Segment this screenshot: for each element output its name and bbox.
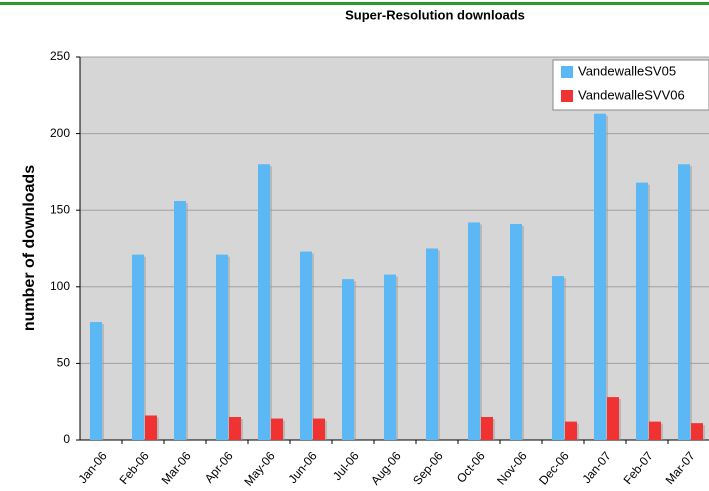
bar: [313, 418, 325, 440]
legend-swatch: [561, 90, 573, 102]
bar: [691, 423, 703, 440]
y-tick-label: 200: [50, 126, 70, 140]
bar: [132, 254, 144, 440]
chart-title: Super-Resolution downloads: [345, 7, 525, 22]
x-tick-label: Jan-07: [579, 449, 614, 486]
x-tick-label: Mar-07: [663, 449, 698, 487]
bar: [384, 274, 396, 440]
x-tick-label: Aug-06: [368, 449, 404, 488]
x-tick-label: Feb-07: [621, 449, 656, 487]
x-tick-label: Apr-06: [202, 449, 236, 486]
bar: [342, 279, 354, 440]
legend-label: VandewalleSVV06: [578, 87, 685, 102]
bar: [426, 248, 438, 440]
bar: [636, 182, 648, 440]
legend-swatch: [561, 66, 573, 78]
y-tick-label: 250: [50, 49, 70, 63]
legend-label: VandewalleSV05: [578, 63, 676, 78]
y-tick-label: 100: [50, 279, 70, 293]
bar: [594, 113, 606, 441]
bar: [258, 164, 270, 441]
x-tick-label: Nov-06: [494, 449, 530, 488]
x-tick-label: Jun-06: [285, 449, 320, 486]
bar: [271, 418, 283, 440]
y-tick-label: 50: [57, 356, 71, 370]
x-tick-label: Dec-06: [536, 449, 572, 488]
bar: [174, 201, 186, 440]
legend-box: [552, 59, 709, 111]
x-tick-label: Mar-06: [159, 449, 194, 487]
x-tick-label: Oct-06: [454, 449, 488, 486]
y-tick-label: 0: [63, 432, 70, 446]
bar: [300, 251, 312, 440]
bar: [565, 421, 577, 440]
bar: [649, 421, 661, 440]
y-tick-label: 150: [50, 202, 70, 216]
x-tick-label: Sep-06: [410, 449, 446, 488]
x-tick-label: Jan-06: [75, 449, 110, 486]
bar: [229, 417, 241, 440]
x-tick-label: Feb-06: [117, 449, 152, 487]
x-tick-label: Jul-06: [330, 449, 362, 483]
bar: [468, 222, 480, 440]
bar: [90, 322, 102, 440]
bar: [678, 164, 690, 441]
bar: [552, 276, 564, 440]
bar: [481, 417, 493, 440]
bar: [145, 415, 157, 440]
bar: [607, 397, 619, 440]
bar: [510, 223, 522, 440]
x-tick-label: May-06: [241, 449, 278, 489]
y-axis-label: number of downloads: [21, 165, 38, 331]
legend: VandewalleSV05 VandewalleSVV06: [552, 59, 709, 111]
bar: [216, 254, 228, 440]
top-rule: [0, 2, 709, 5]
